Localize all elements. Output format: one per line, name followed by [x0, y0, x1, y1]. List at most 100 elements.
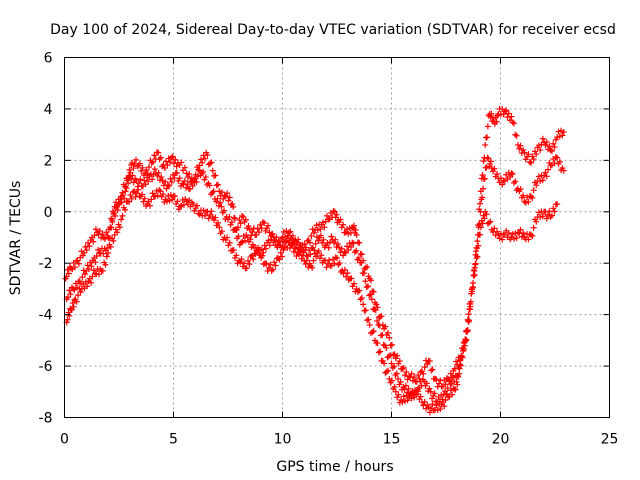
data-point	[499, 236, 506, 243]
data-point	[103, 253, 110, 260]
x-tick-label: 20	[492, 432, 510, 448]
data-point	[522, 199, 529, 206]
data-point	[555, 128, 562, 135]
data-point	[95, 246, 102, 253]
data-point	[520, 230, 527, 236]
data-point	[550, 140, 557, 147]
data-point	[473, 248, 480, 255]
data-point	[189, 182, 196, 189]
data-point	[221, 207, 228, 214]
data-point	[366, 321, 373, 328]
data-point	[364, 263, 371, 270]
data-point	[242, 216, 249, 223]
data-point	[79, 274, 86, 281]
data-point	[332, 254, 339, 261]
data-point	[495, 231, 502, 238]
data-point	[303, 257, 310, 264]
data-point	[92, 270, 99, 277]
data-point	[160, 191, 167, 198]
data-point	[550, 205, 557, 212]
data-point	[133, 156, 140, 163]
data-point	[346, 225, 353, 232]
data-point	[428, 367, 435, 374]
data-point	[369, 329, 376, 336]
data-point	[548, 212, 555, 219]
data-point	[130, 165, 137, 172]
data-point	[167, 175, 174, 182]
data-point	[499, 181, 506, 188]
data-point	[313, 253, 320, 260]
data-point	[358, 259, 365, 266]
data-point	[325, 244, 332, 251]
data-point	[554, 201, 561, 208]
data-point	[328, 233, 335, 240]
data-point	[272, 262, 279, 269]
data-point	[533, 182, 540, 189]
data-point	[368, 277, 375, 284]
data-point	[388, 341, 395, 348]
data-point	[338, 245, 345, 252]
data-point	[202, 174, 209, 181]
data-point	[88, 263, 95, 270]
data-point	[136, 160, 143, 167]
data-point	[257, 221, 264, 228]
data-point	[426, 409, 433, 416]
data-point	[516, 145, 523, 152]
data-point	[240, 232, 247, 239]
data-point	[310, 230, 317, 236]
y-tick-label: -8	[39, 411, 53, 427]
data-point	[497, 230, 504, 237]
data-point	[472, 260, 479, 267]
data-point	[315, 248, 322, 254]
data-point	[256, 246, 263, 253]
data-point	[116, 224, 123, 231]
data-point	[460, 347, 467, 354]
data-point	[108, 224, 115, 231]
data-point	[212, 172, 219, 179]
data-point	[249, 241, 256, 248]
data-point	[425, 404, 432, 411]
data-point	[258, 225, 265, 232]
data-point	[167, 159, 174, 166]
data-point	[250, 225, 257, 232]
data-point	[208, 159, 215, 166]
data-point	[323, 264, 330, 271]
data-point	[122, 188, 129, 195]
data-point	[525, 236, 532, 243]
data-point	[90, 267, 97, 274]
data-point	[403, 369, 410, 376]
data-point	[93, 253, 100, 260]
data-point	[313, 222, 320, 229]
data-point	[157, 154, 164, 161]
data-point	[165, 155, 172, 162]
data-point	[518, 233, 525, 240]
data-point	[96, 227, 103, 234]
data-point	[218, 228, 225, 235]
data-point	[330, 239, 337, 246]
data-point	[177, 203, 184, 210]
data-point	[466, 306, 473, 313]
data-point	[273, 234, 280, 241]
data-point	[314, 227, 321, 234]
data-point	[186, 170, 193, 177]
data-point	[437, 406, 444, 413]
data-point	[103, 229, 110, 236]
data-point	[542, 169, 549, 176]
data-point	[503, 107, 510, 114]
data-point	[480, 212, 487, 219]
data-point	[452, 386, 459, 393]
data-point	[148, 159, 155, 166]
data-point	[415, 388, 422, 395]
data-point	[441, 403, 448, 410]
data-point	[217, 199, 224, 206]
data-point	[91, 232, 98, 239]
data-point	[426, 358, 433, 365]
data-point	[201, 155, 208, 162]
data-point	[454, 381, 461, 388]
data-point	[470, 272, 477, 279]
data-point	[316, 255, 323, 262]
data-point	[240, 213, 247, 220]
data-point	[75, 292, 82, 299]
data-point	[263, 260, 270, 267]
